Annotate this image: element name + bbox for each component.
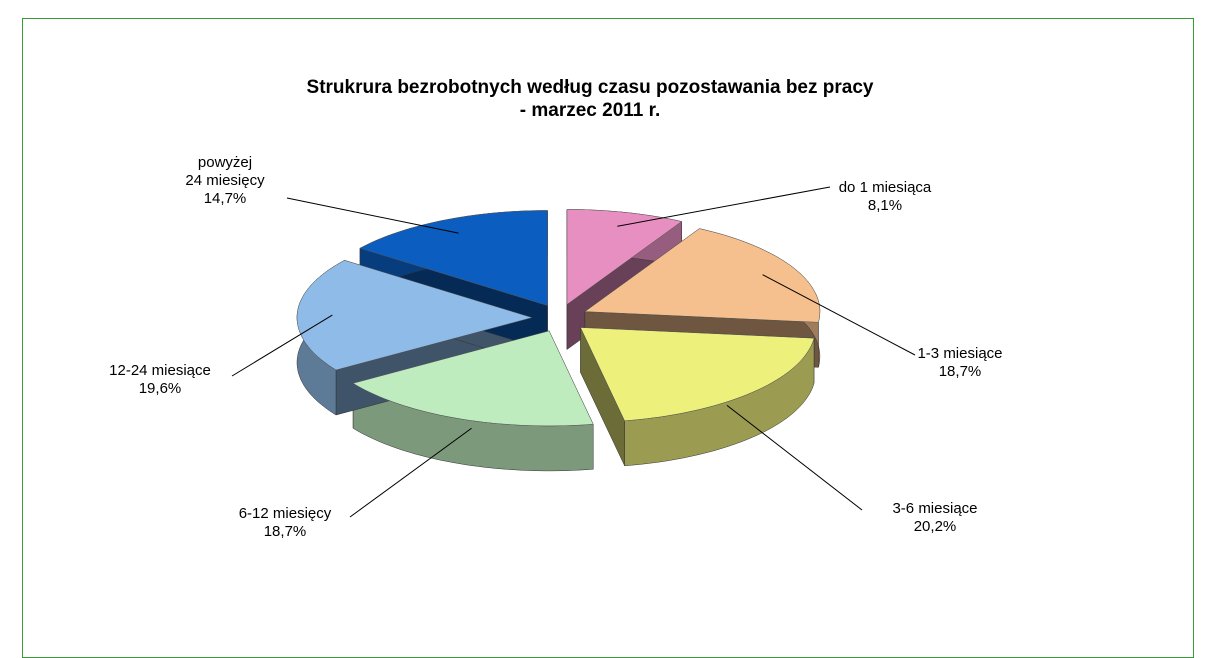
data-label: powyżej 24 miesięcy 14,7% [115,154,335,208]
category-label: 6-12 miesięcy [238,505,332,522]
value-label: 18,7% [263,523,307,540]
category-label: 1-3 miesiące [917,345,1003,362]
leader-line [231,314,333,377]
value-label: 19,6% [138,380,182,397]
slice [296,260,533,371]
leader-line [617,186,831,227]
category-label: do 1 miesiąca [838,179,932,196]
data-label: 12-24 miesiące 19,6% [50,362,270,398]
category-label: 12-24 miesiące [109,362,211,379]
category-label: 3-6 miesiące [892,500,978,517]
slice [359,210,548,306]
leader-line [762,274,916,356]
data-label: 1-3 miesiące 18,7% [850,345,1070,381]
data-label: do 1 miesiąca 8,1% [775,179,995,215]
slice [580,327,815,422]
value-label: 20,2% [913,518,957,535]
slice [584,228,821,323]
leader-line [286,197,459,234]
chart [231,186,916,518]
value-label: 14,7% [203,190,247,207]
leader-line [349,427,472,518]
data-label: 6-12 miesięcy 18,7% [175,505,395,541]
category-label: powyżej 24 miesięcy [185,154,265,189]
page: {"chart_data": {"type": "pie3d", "title"… [22,18,1194,658]
leader-line [726,404,863,511]
value-label: 8,1% [867,197,903,214]
data-label: 3-6 miesiące 20,2% [825,500,1045,536]
slice [566,209,683,305]
chart-title: Strukrura bezrobotnych według czasu pozo… [306,77,874,121]
value-label: 18,7% [938,363,982,380]
slice [352,330,594,427]
